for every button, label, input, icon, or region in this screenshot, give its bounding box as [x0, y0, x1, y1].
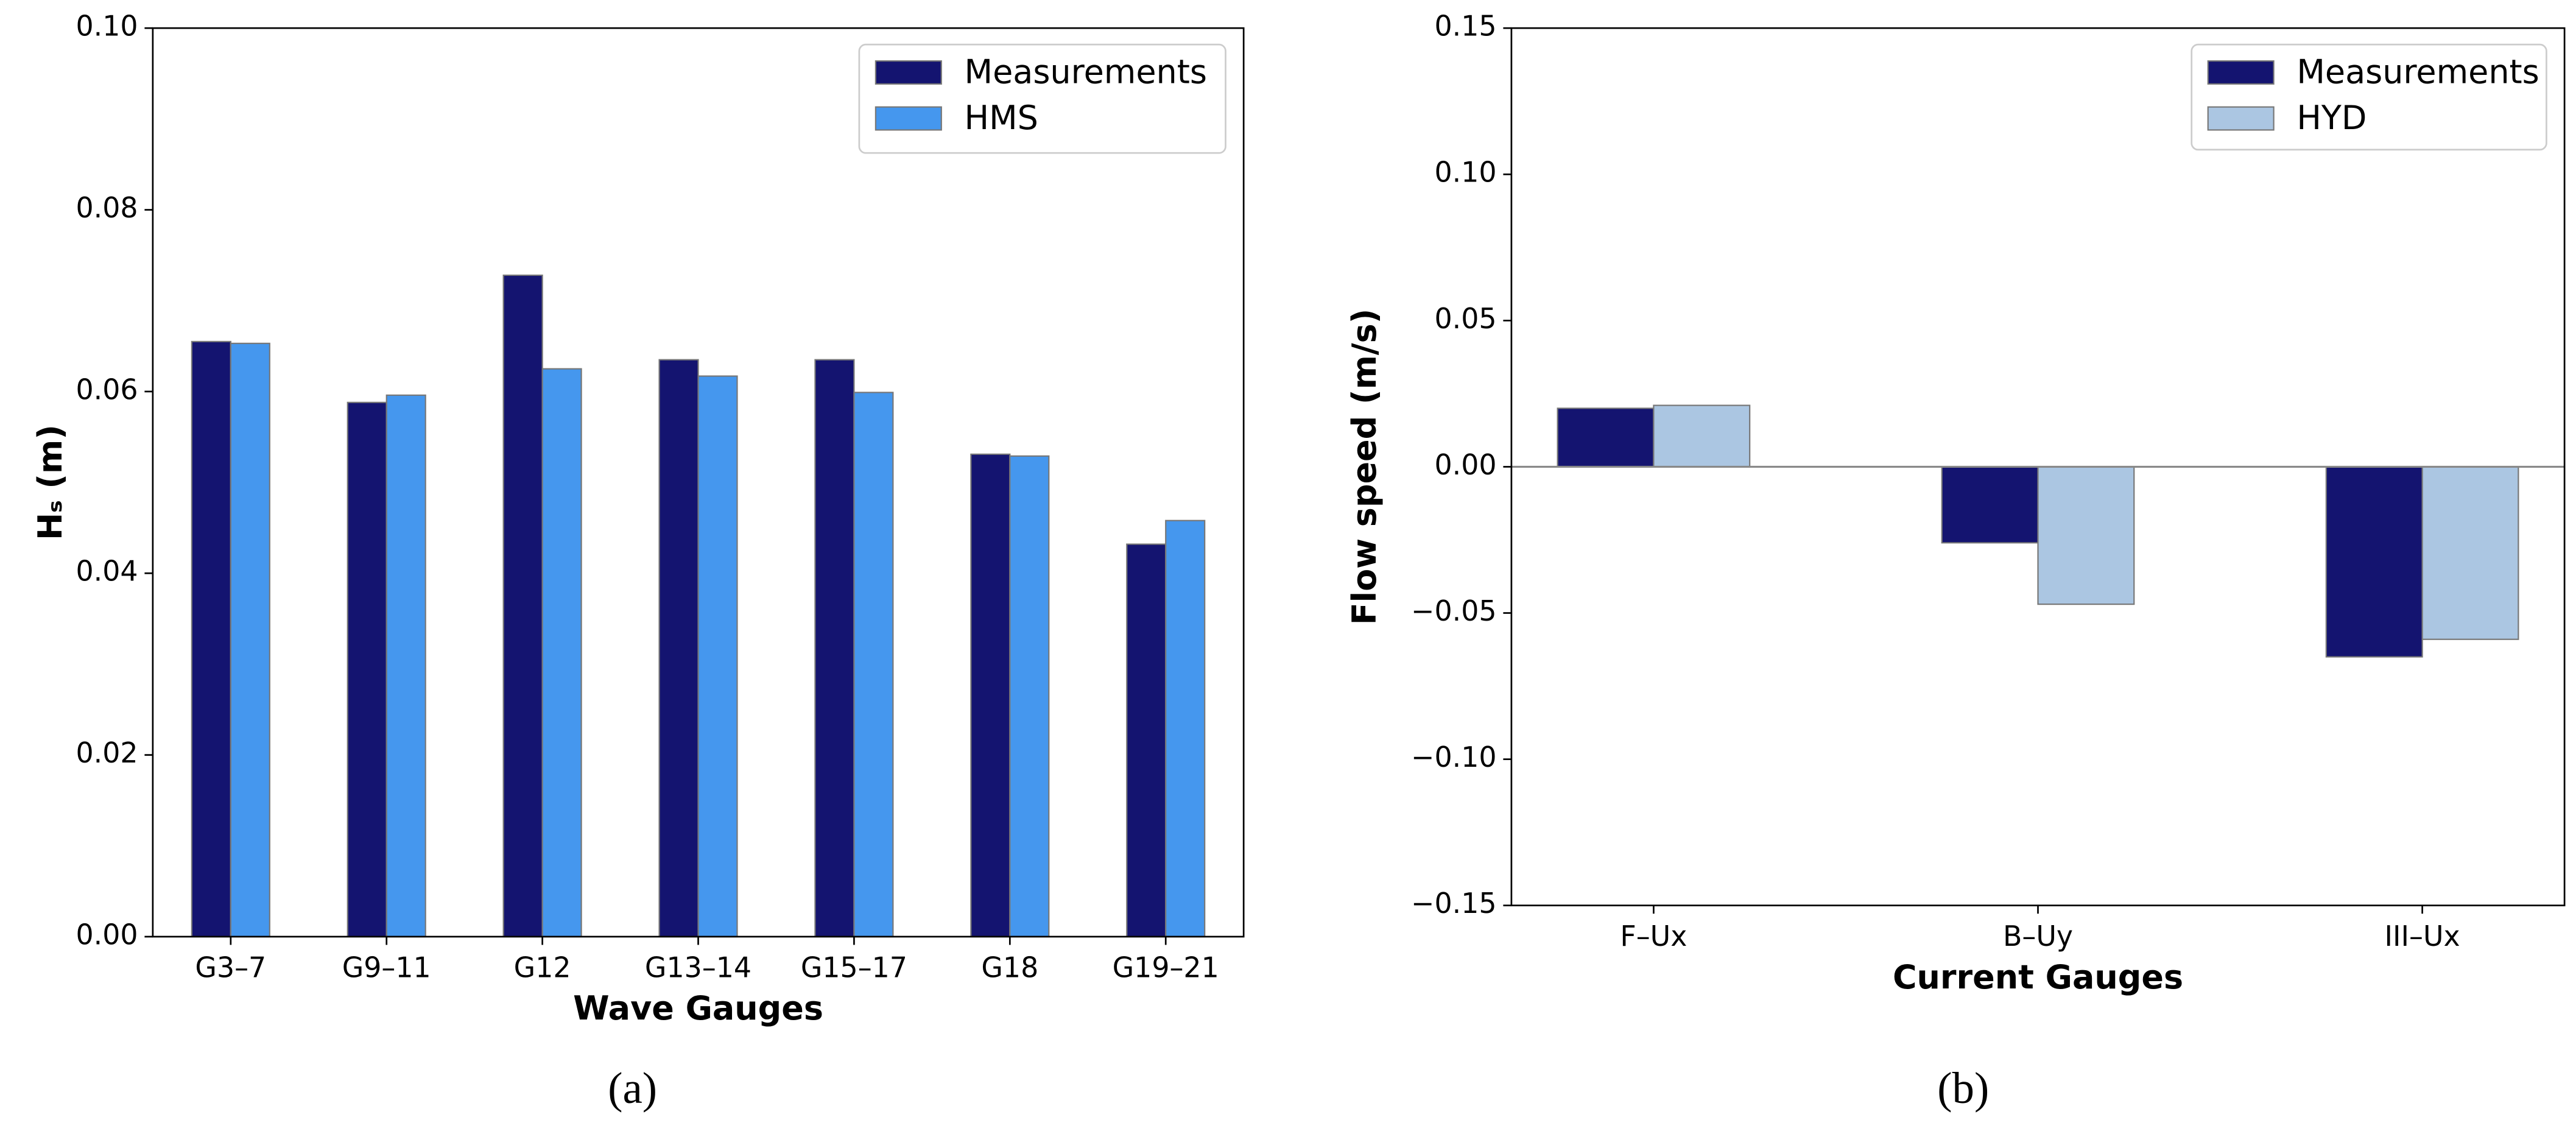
- y-tick-label: 0.10: [1434, 156, 1496, 189]
- bar: [2037, 466, 2135, 605]
- legend-text: HYD: [2296, 99, 2367, 137]
- legend-text: HMS: [965, 99, 1038, 137]
- bar: [191, 340, 231, 938]
- y-tick-label: −0.15: [1411, 887, 1497, 920]
- panel-caption: (a): [608, 1063, 657, 1113]
- legend-text: Measurements: [2296, 52, 2539, 91]
- x-tick-label: F–Ux: [1620, 920, 1687, 953]
- y-tick-label: 0.15: [1434, 10, 1496, 43]
- x-tick-label: G18: [981, 951, 1038, 984]
- bar: [502, 274, 543, 938]
- bar: [385, 394, 426, 938]
- y-tick-label: 0.10: [76, 10, 138, 43]
- x-tick-label: G13–14: [645, 951, 751, 984]
- legend-swatch: [2207, 60, 2275, 85]
- legend-swatch: [875, 60, 942, 85]
- legend-box: [2191, 43, 2547, 151]
- x-tick-label: B–Uy: [2003, 920, 2073, 953]
- bar: [1126, 543, 1167, 938]
- x-tick-label: G9–11: [342, 951, 431, 984]
- y-tick-label: 0.05: [1434, 302, 1496, 335]
- x-axis-label: Wave Gauges: [573, 989, 823, 1027]
- axes-frame: [152, 27, 1245, 938]
- bar: [1165, 519, 1206, 938]
- bar: [1557, 407, 1655, 468]
- bar: [347, 401, 387, 938]
- x-axis-label: Current Gauges: [1893, 958, 2183, 996]
- panel-caption: (b): [1937, 1063, 1989, 1113]
- x-tick-label: G19–21: [1113, 951, 1219, 984]
- bar: [853, 392, 894, 938]
- bar: [1009, 455, 1050, 938]
- y-axis-label: Flow speed (m/s): [1345, 309, 1384, 625]
- x-tick-label: III–Ux: [2384, 920, 2460, 953]
- bar: [970, 453, 1011, 938]
- x-tick-label: G3–7: [195, 951, 266, 984]
- bar: [697, 375, 738, 938]
- bar: [230, 342, 270, 938]
- bar: [1941, 466, 2039, 544]
- x-tick-label: G12: [514, 951, 571, 984]
- y-tick-label: −0.10: [1411, 741, 1497, 773]
- y-axis-label: Hₛ (m): [31, 424, 69, 540]
- x-tick-label: G15–17: [801, 951, 907, 984]
- y-tick-label: 0.02: [76, 736, 138, 769]
- bar: [814, 359, 855, 938]
- bar: [658, 359, 699, 938]
- bar: [541, 368, 582, 938]
- bar: [2421, 466, 2519, 640]
- bar: [2325, 466, 2423, 658]
- y-tick-label: −0.05: [1411, 594, 1497, 627]
- y-tick-label: 0.08: [76, 191, 138, 224]
- y-tick-label: 0.00: [1434, 448, 1496, 481]
- y-tick-label: 0.06: [76, 373, 138, 406]
- y-tick-label: 0.04: [76, 555, 138, 588]
- y-tick-label: 0.00: [76, 918, 138, 951]
- legend-text: Measurements: [965, 52, 1207, 91]
- axes-frame: [1510, 27, 2566, 907]
- legend-box: [858, 43, 1226, 154]
- legend-swatch: [2207, 106, 2275, 131]
- bar: [1653, 404, 1751, 468]
- legend-swatch: [875, 106, 942, 131]
